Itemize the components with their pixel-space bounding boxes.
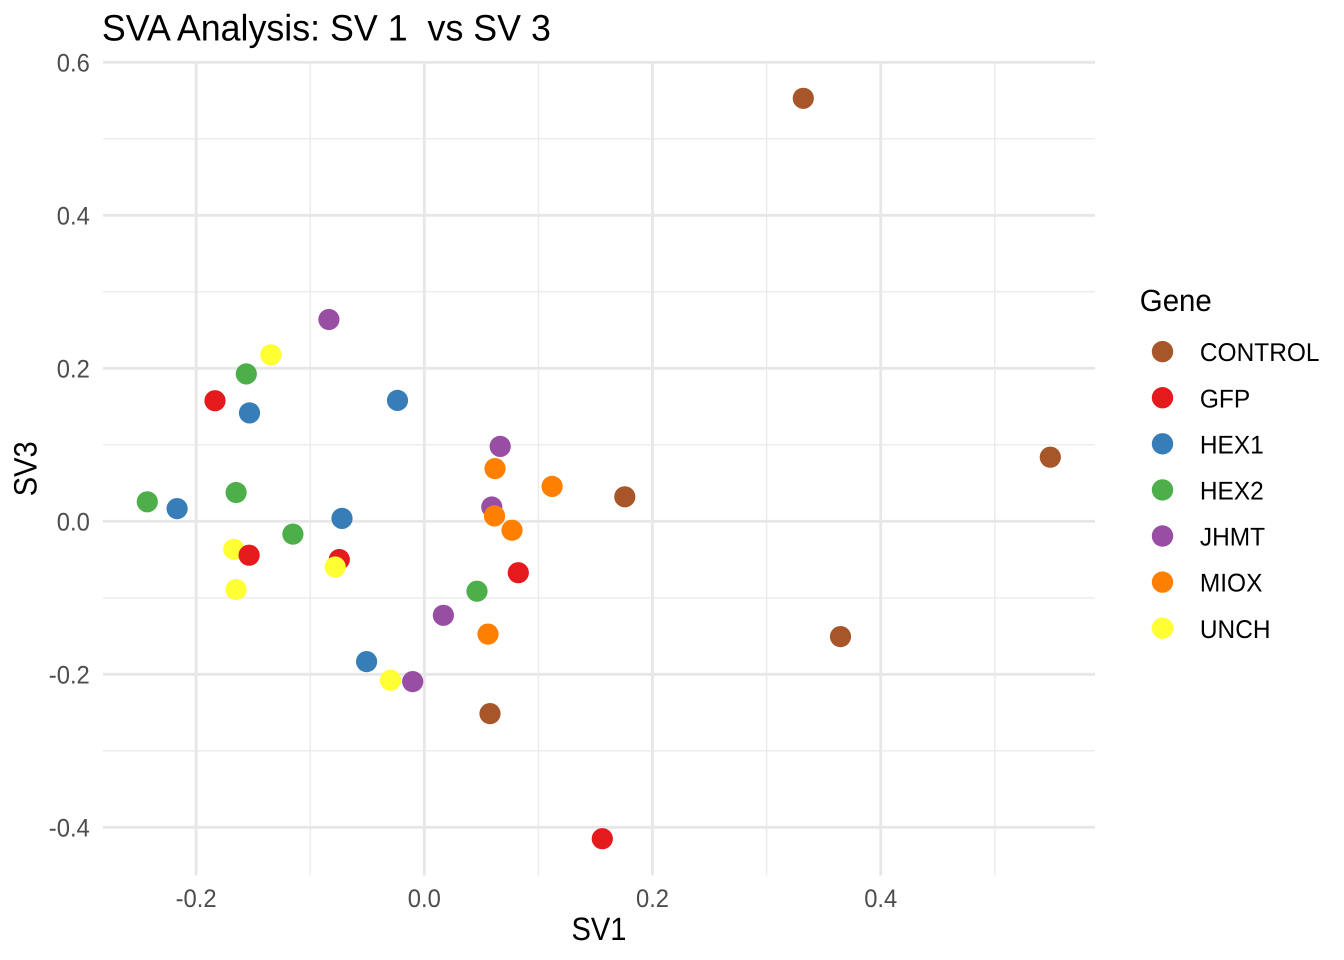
svg-text:0.2: 0.2 (636, 885, 669, 913)
svg-text:0.2: 0.2 (57, 356, 90, 384)
svg-text:MIOX: MIOX (1200, 570, 1263, 598)
svg-text:UNCH: UNCH (1200, 616, 1271, 644)
svg-text:HEX1: HEX1 (1200, 431, 1264, 459)
svg-text:Gene: Gene (1140, 283, 1212, 318)
svg-text:-0.2: -0.2 (49, 662, 90, 690)
svg-text:JHMT: JHMT (1200, 524, 1265, 552)
svg-text:SV1: SV1 (572, 911, 627, 947)
svg-text:CONTROL: CONTROL (1200, 339, 1320, 367)
svg-text:HEX2: HEX2 (1200, 478, 1264, 506)
svg-text:SVA Analysis: SV 1 vs SV 3: SVA Analysis: SV 1 vs SV 3 (102, 7, 551, 48)
svg-text:0.0: 0.0 (57, 509, 90, 537)
svg-text:-0.2: -0.2 (176, 885, 217, 913)
svg-text:GFP: GFP (1200, 385, 1250, 413)
svg-text:0.0: 0.0 (408, 885, 441, 913)
svg-text:0.4: 0.4 (864, 885, 897, 913)
svg-text:-0.4: -0.4 (49, 815, 90, 843)
svg-text:0.4: 0.4 (57, 203, 90, 231)
svg-text:0.6: 0.6 (57, 50, 90, 78)
svg-text:SV3: SV3 (7, 441, 43, 496)
